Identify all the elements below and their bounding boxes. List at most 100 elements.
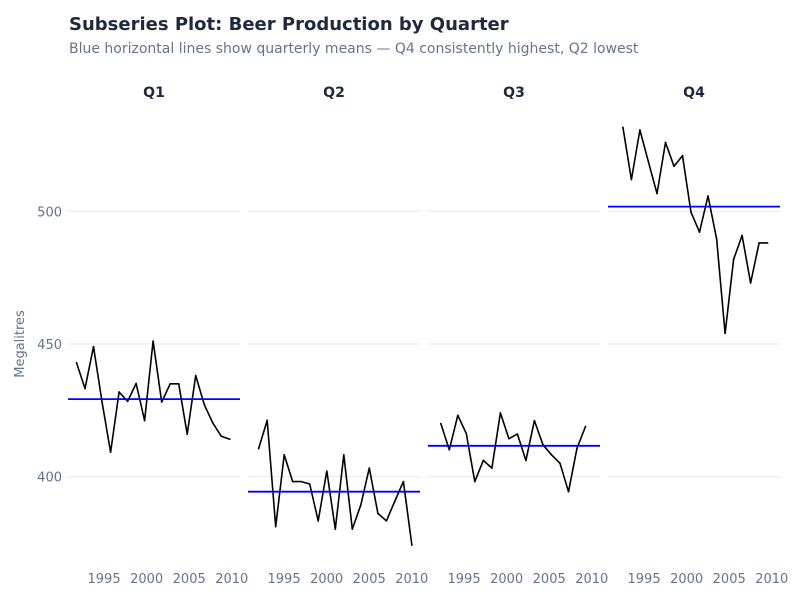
data-point (385, 520, 388, 522)
data-point (576, 447, 578, 449)
data-point (491, 467, 493, 469)
panel-q4: Q4 1995 2000 2005 2010 (608, 85, 788, 587)
data-point (690, 211, 692, 213)
data-point (160, 401, 163, 403)
data-point (411, 544, 413, 547)
series-line-q2 (257, 419, 413, 546)
data-point (92, 345, 95, 348)
data-point (448, 448, 451, 451)
data-point (211, 422, 214, 424)
data-point (474, 480, 476, 483)
data-point (351, 528, 354, 530)
data-point (439, 422, 442, 425)
data-point (639, 129, 641, 131)
data-point (656, 192, 658, 195)
data-point (118, 391, 120, 393)
x-tick-label: 1995 (448, 572, 481, 587)
x-tick-label: 2005 (173, 572, 206, 587)
data-point (143, 419, 146, 422)
data-point (325, 470, 328, 472)
data-point (126, 400, 129, 403)
data-point (283, 454, 285, 456)
data-point (758, 242, 760, 244)
x-tick-label: 2010 (395, 572, 428, 587)
panel-title: Q3 (503, 85, 525, 101)
panel-title: Q4 (683, 85, 705, 101)
chart-subtitle: Blue horizontal lines show quarterly mea… (69, 41, 639, 57)
data-point (300, 480, 303, 483)
x-tick-label: 1995 (628, 572, 661, 587)
data-point (342, 454, 345, 456)
data-point (533, 419, 536, 422)
x-tick-label: 2005 (533, 572, 566, 587)
data-point (457, 414, 459, 417)
data-point (647, 160, 650, 163)
data-point (109, 451, 112, 453)
data-point (257, 447, 260, 450)
data-point (317, 520, 320, 522)
data-point (394, 500, 396, 502)
data-point (84, 387, 86, 390)
y-tick-label: 450 (37, 338, 62, 353)
data-point (741, 234, 743, 237)
panel-title: Q2 (323, 85, 345, 101)
data-point (715, 237, 718, 240)
data-point (101, 401, 103, 404)
series-line-q3 (440, 412, 587, 493)
data-point (194, 374, 197, 377)
y-tick-label: 500 (37, 205, 62, 220)
data-point (274, 525, 277, 528)
data-point (377, 512, 379, 515)
data-point (482, 459, 485, 462)
data-point (177, 382, 180, 385)
data-point (707, 195, 709, 197)
series-line-q1 (75, 340, 231, 454)
data-point (75, 362, 78, 364)
y-axis-label: Megalitres (13, 310, 28, 378)
data-point (550, 454, 553, 456)
data-point (186, 433, 189, 435)
panel-q1: Q1 1995 2000 2005 2010 (68, 85, 248, 587)
data-point (220, 435, 223, 438)
data-point (308, 483, 311, 485)
data-point (135, 382, 137, 385)
chart-title: Subseries Plot: Beer Production by Quart… (69, 14, 509, 35)
data-point (724, 332, 726, 335)
data-point (622, 126, 624, 129)
x-tick-label: 2010 (755, 572, 788, 587)
data-point (169, 382, 171, 385)
x-tick-label: 2000 (670, 572, 703, 587)
data-point (334, 528, 337, 530)
data-point (508, 437, 510, 440)
x-tick-label: 1995 (88, 572, 121, 587)
data-point (402, 480, 405, 483)
y-tick-label: 400 (37, 471, 62, 486)
panel-q2: Q2 1995 2000 2005 2010 (248, 85, 428, 587)
data-point (749, 282, 752, 284)
data-point (559, 462, 561, 465)
x-tick-label: 2010 (215, 572, 248, 587)
data-point (673, 165, 675, 168)
series-line-q4 (622, 127, 768, 335)
x-tick-label: 2000 (490, 572, 523, 587)
data-point (499, 412, 502, 414)
x-tick-label: 1995 (268, 572, 301, 587)
data-point (664, 141, 667, 144)
data-point (681, 154, 684, 157)
data-point (584, 425, 587, 428)
data-point (732, 258, 735, 261)
data-point (360, 504, 362, 506)
x-tick-label: 2000 (130, 572, 163, 587)
data-point (228, 438, 231, 440)
data-point (567, 490, 570, 493)
data-point (630, 178, 633, 181)
data-point (766, 242, 769, 244)
x-tick-label: 2005 (713, 572, 746, 587)
x-tick-label: 2000 (310, 572, 343, 587)
data-point (698, 231, 701, 233)
x-tick-label: 2010 (575, 572, 608, 587)
data-point (525, 459, 527, 462)
panel-title: Q1 (143, 85, 165, 101)
data-point (266, 419, 268, 422)
